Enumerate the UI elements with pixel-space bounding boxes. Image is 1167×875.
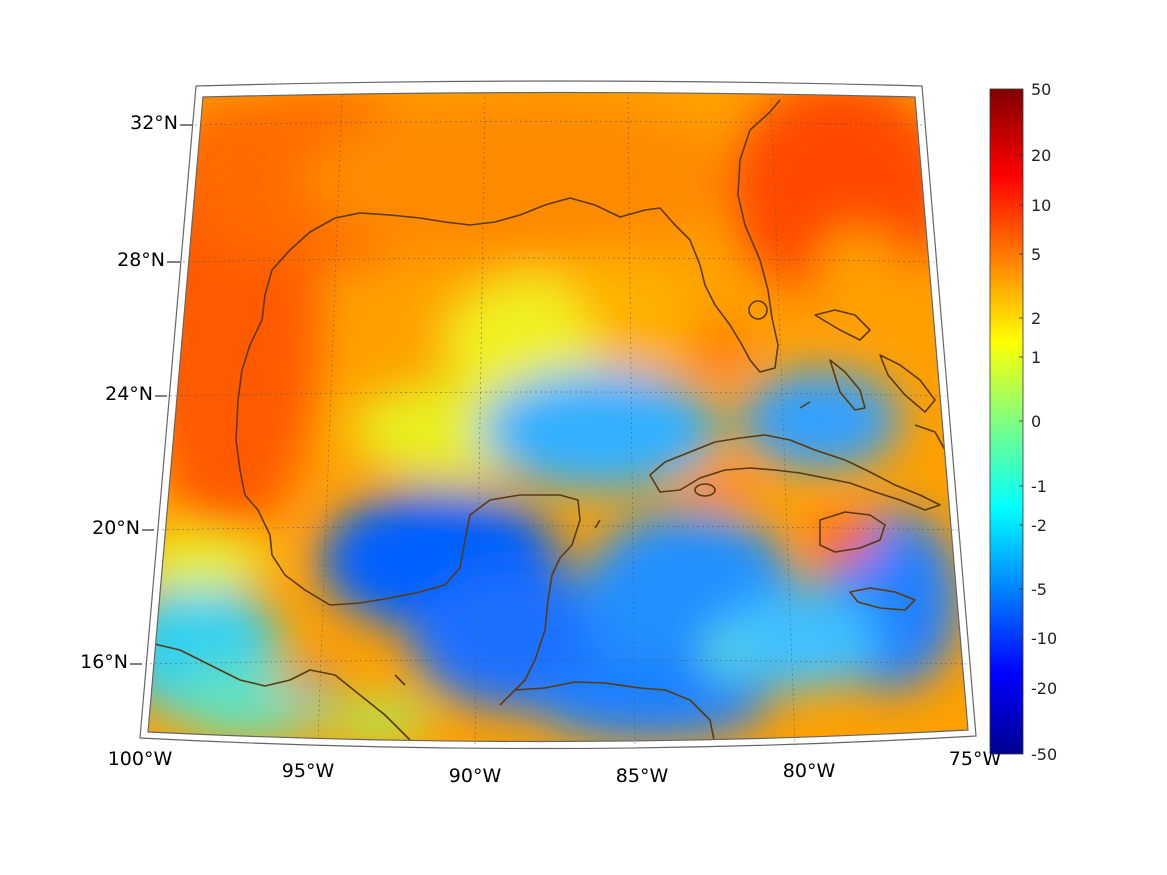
lon-label-85w: 85°W [616,765,669,787]
colorbar-label: 50 [1031,80,1051,99]
map-frame [139,80,977,750]
colorbar-ticks [1019,154,1023,689]
lat-label-28: 28°N [117,249,165,271]
lon-label-100w: 100°W [108,748,173,770]
colorbar-label: -10 [1031,629,1057,648]
colorbar-label: 2 [1031,309,1041,328]
lon-label-75w: 75°W [949,748,1002,770]
lat-label-20: 20°N [92,517,140,539]
colorbar: 50 20 10 5 2 1 0 -1 -2 -5 -10 -20 -50 [989,80,1057,764]
colorbar-label: -1 [1031,477,1047,496]
data-field [148,92,968,742]
latitude-labels: 32°N 28°N 24°N 20°N 16°N [80,112,192,673]
graticule [139,91,969,749]
lat-label-16: 16°N [80,651,128,673]
lat-label-24: 24°N [105,383,153,405]
colorbar-label: -50 [1031,745,1057,764]
colorbar-label: 0 [1031,412,1041,431]
coastlines [149,99,946,742]
lat-label-32: 32°N [130,112,178,134]
colorbar-label: 1 [1031,348,1041,367]
colorbar-label: 20 [1031,146,1051,165]
colorbar-label: 10 [1031,196,1051,215]
lon-label-80w: 80°W [783,760,836,782]
lon-label-95w: 95°W [282,760,335,782]
colorbar-label: -5 [1031,580,1047,599]
longitude-labels: 100°W 95°W 90°W 85°W 80°W 75°W [108,748,1002,787]
colorbar-gradient [989,88,1024,755]
colorbar-label: -2 [1031,516,1047,535]
colorbar-label: 5 [1031,245,1041,264]
lon-label-90w: 90°W [449,765,502,787]
colorbar-label: -20 [1031,679,1057,698]
